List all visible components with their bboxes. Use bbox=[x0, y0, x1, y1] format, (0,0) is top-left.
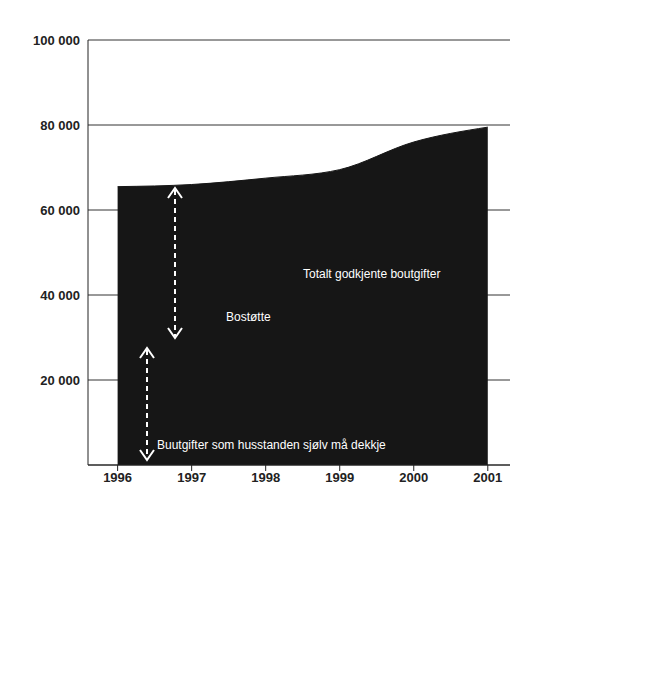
svg-text:1997: 1997 bbox=[177, 470, 206, 485]
svg-text:60 000: 60 000 bbox=[40, 203, 80, 218]
svg-text:1996: 1996 bbox=[103, 470, 132, 485]
svg-text:80 000: 80 000 bbox=[40, 118, 80, 133]
svg-text:40 000: 40 000 bbox=[40, 288, 80, 303]
svg-text:20 000: 20 000 bbox=[40, 373, 80, 388]
html-text:Bostøtte: Bostøtte bbox=[226, 310, 271, 324]
html-text:Totalt godkjente boutgifter: Totalt godkjente boutgifter bbox=[303, 267, 441, 281]
svg-text:2000: 2000 bbox=[399, 470, 428, 485]
svg-text:2001: 2001 bbox=[473, 470, 502, 485]
html-text:Buutgifter som husstanden sjøl: Buutgifter som husstanden sjølv må dekkj… bbox=[157, 438, 386, 452]
svg-text:100 000: 100 000 bbox=[33, 33, 80, 48]
svg-text:1998: 1998 bbox=[251, 470, 280, 485]
svg-text:1999: 1999 bbox=[325, 470, 354, 485]
